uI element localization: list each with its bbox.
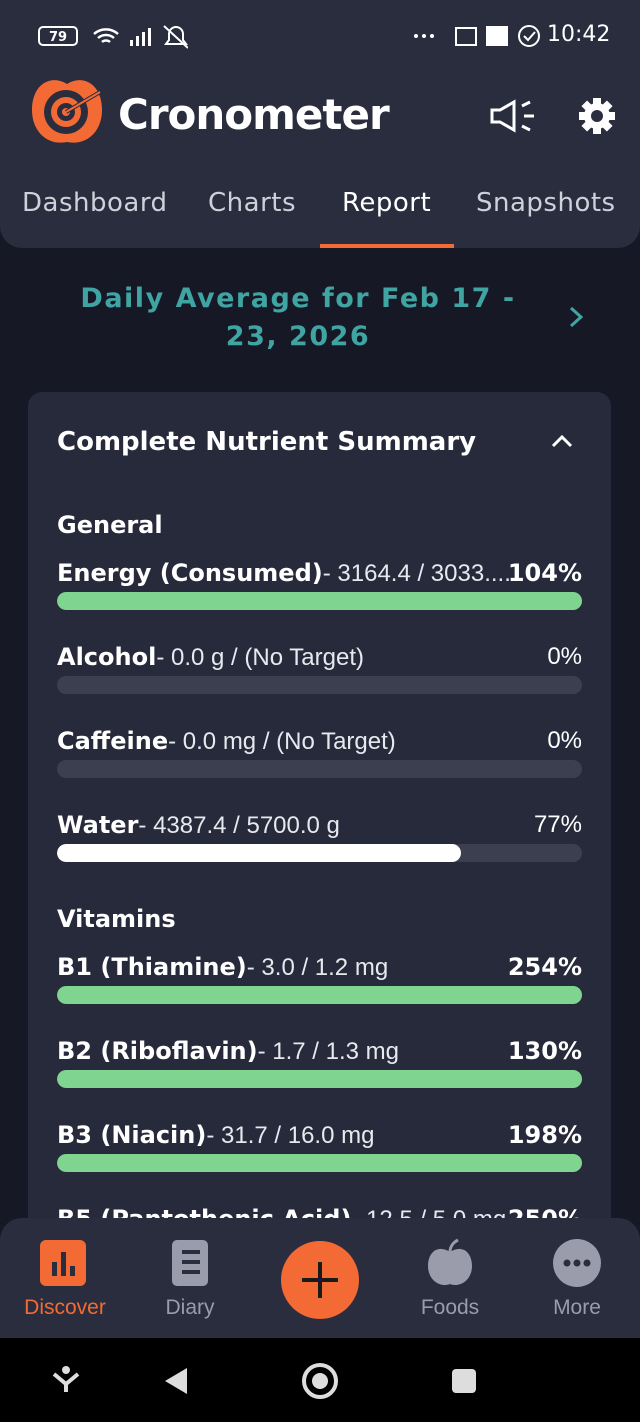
nutrient-percent: 198% [507, 1121, 582, 1149]
nutrient-name: Energy (Consumed) [57, 559, 323, 587]
progress-fill [57, 844, 462, 862]
clock: 10:42 [547, 22, 611, 47]
nutrient-percent: 0% [547, 727, 582, 754]
battery-level: 79 [49, 30, 67, 45]
nutrient-text: B3 (Niacin)- 31.7 / 16.0 mg 198% [57, 1122, 582, 1149]
progress-track [57, 1070, 582, 1088]
nutrient-name: Water [57, 811, 139, 839]
active-tab-indicator [320, 244, 454, 248]
nutrient-row: B2 (Riboflavin)- 1.7 / 1.3 mg 130% [57, 1028, 582, 1112]
section-title: Vitamins [57, 905, 176, 933]
app-name: Cronometer [118, 90, 390, 139]
tab[interactable]: Snapshots [476, 188, 616, 218]
nutrient-text: B2 (Riboflavin)- 1.7 / 1.3 mg 130% [57, 1038, 582, 1065]
tab[interactable]: Charts [208, 188, 296, 218]
discover-icon [40, 1240, 86, 1286]
settings-button[interactable] [578, 97, 616, 135]
nutrient-text: Alcohol- 0.0 g / (No Target) 0% [57, 644, 582, 671]
nutrient-detail: - 3.0 / 1.2 mg [246, 954, 389, 981]
nutrient-text: Energy (Consumed)- 3164.4 / 3033.... 104% [57, 560, 582, 587]
nutrient-row: B3 (Niacin)- 31.7 / 16.0 mg 198% [57, 1112, 582, 1196]
nutrient-detail: - 31.7 / 16.0 mg [206, 1122, 375, 1149]
progress-track [57, 986, 582, 1004]
tab[interactable]: Report [342, 188, 432, 218]
nutrient-row: Energy (Consumed)- 3164.4 / 3033.... 104% [57, 550, 582, 634]
nutrient-percent: 104% [507, 559, 582, 587]
progress-track [57, 1154, 582, 1172]
nutrient-detail: - 4387.4 / 5700.0 g [138, 812, 340, 839]
card-title: Complete Nutrient Summary [57, 427, 477, 457]
section-title: General [57, 511, 163, 539]
system-buttons [52, 1363, 476, 1399]
nutrient-row: Alcohol- 0.0 g / (No Target) 0% [57, 634, 582, 718]
nutrient-detail: - 1.7 / 1.3 mg [257, 1038, 400, 1065]
app-header: 79 10:42 Cronometer Dashboard Chart [0, 0, 640, 248]
nutrient-detail: - 3164.4 / 3033.... [322, 560, 511, 587]
nutrient-detail: - 0.0 g / (No Target) [156, 644, 364, 671]
nutrient-detail: - 0.0 mg / (No Target) [168, 728, 396, 755]
status-icons-right [414, 25, 540, 47]
nutrient-row: Caffeine- 0.0 mg / (No Target) 0% [57, 718, 582, 802]
status-bar: 79 10:42 [0, 0, 640, 70]
nutrient-name: B2 (Riboflavin) [57, 1037, 258, 1065]
nutrient-percent: 130% [507, 1037, 582, 1065]
bottom-nav: Discover Diary Foods More [0, 1218, 640, 1338]
nutrient-row: Water- 4387.4 / 5700.0 g 77% [57, 802, 582, 886]
progress-fill [57, 592, 582, 610]
tab[interactable]: Dashboard [22, 188, 168, 218]
add-button[interactable] [280, 1240, 360, 1320]
nutrient-name: B1 (Thiamine) [57, 953, 247, 981]
diary-icon [172, 1240, 208, 1286]
nutrient-percent: 254% [507, 953, 582, 981]
nutrient-percent: 77% [533, 811, 582, 838]
status-icons: 79 [38, 25, 188, 49]
nav-label[interactable]: More [553, 1296, 601, 1319]
foods-icon [428, 1238, 472, 1286]
date-range: Daily Average for Feb 17 - 23, 2026 [80, 283, 516, 352]
progress-track [57, 844, 582, 862]
app-logo [32, 80, 102, 143]
nav-label[interactable]: Foods [420, 1296, 480, 1319]
nutrient-name: Caffeine [57, 727, 169, 755]
progress-track [57, 676, 582, 694]
nutrient-text: Caffeine- 0.0 mg / (No Target) 0% [57, 728, 582, 755]
progress-fill [57, 1070, 582, 1088]
nutrient-text: Water- 4387.4 / 5700.0 g 77% [57, 812, 582, 839]
nutrient-text: B1 (Thiamine)- 3.0 / 1.2 mg 254% [57, 954, 582, 981]
nutrient-name: Alcohol [57, 643, 157, 671]
progress-fill [57, 986, 582, 1004]
announcements-button[interactable] [488, 98, 538, 134]
more-icon [553, 1239, 601, 1287]
progress-fill [57, 1154, 582, 1172]
progress-track [57, 592, 582, 610]
nav-label[interactable]: Diary [165, 1296, 215, 1319]
nutrient-name: B3 (Niacin) [57, 1121, 207, 1149]
collapse-button[interactable] [550, 432, 574, 450]
next-range-button[interactable] [566, 304, 586, 330]
progress-track [57, 760, 582, 778]
nutrient-row: B1 (Thiamine)- 3.0 / 1.2 mg 254% [57, 944, 582, 1028]
nutrient-percent: 0% [547, 643, 582, 670]
nav-label[interactable]: Discover [24, 1296, 106, 1319]
system-nav [0, 1338, 640, 1422]
